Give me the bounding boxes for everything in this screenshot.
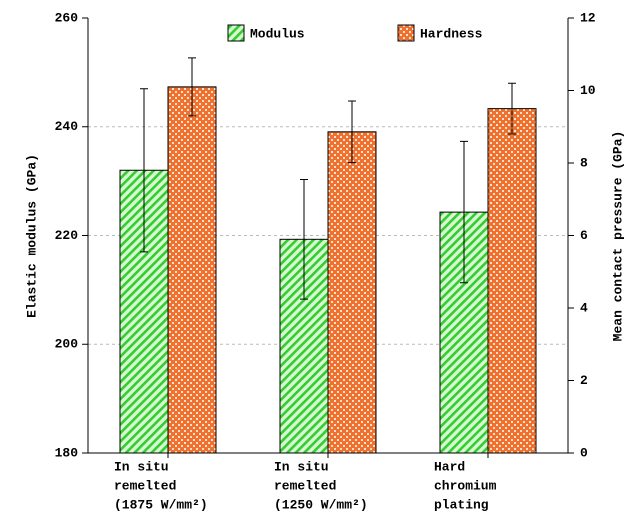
error-bar xyxy=(188,57,196,117)
y-tick-label: 240 xyxy=(55,119,79,134)
x-tick-label: Hard xyxy=(434,459,465,474)
y-tick-label: 180 xyxy=(55,445,79,460)
error-bar xyxy=(508,82,516,135)
legend-label: Modulus xyxy=(250,26,305,41)
legend-swatch xyxy=(397,24,415,42)
error-bar xyxy=(460,140,468,284)
y2-tick-label: 10 xyxy=(580,83,596,98)
legend-label: Hardness xyxy=(420,26,483,41)
y2-axis-label: Mean contact pressure (GPa) xyxy=(610,131,625,342)
y2-tick-label: 6 xyxy=(580,228,588,243)
y2-tick-label: 0 xyxy=(580,445,588,460)
bar xyxy=(167,86,217,454)
x-tick-label: (1875 W/mm²) xyxy=(114,497,208,512)
y2-tick-label: 2 xyxy=(580,373,588,388)
y-tick-label: 260 xyxy=(55,10,79,25)
y2-tick-label: 8 xyxy=(580,155,588,170)
x-tick-label: remelted xyxy=(274,478,336,493)
error-bar xyxy=(300,178,308,300)
x-tick-label: In situ xyxy=(274,459,329,474)
error-bar xyxy=(348,100,356,164)
x-tick-label: chromium xyxy=(434,478,497,493)
error-bar xyxy=(140,88,148,253)
y2-tick-label: 12 xyxy=(580,10,596,25)
x-tick-label: (1250 W/mm²) xyxy=(274,497,368,512)
x-tick-label: plating xyxy=(434,497,489,512)
bar xyxy=(487,108,537,454)
y-tick-label: 220 xyxy=(55,228,79,243)
x-tick-label: remelted xyxy=(114,478,176,493)
y-axis-label: Elastic modulus (GPa) xyxy=(24,154,39,318)
x-tick-label: In situ xyxy=(114,459,169,474)
y2-tick-label: 4 xyxy=(580,300,588,315)
y-tick-label: 200 xyxy=(55,337,79,352)
legend-swatch xyxy=(227,24,245,42)
bar xyxy=(327,131,377,454)
